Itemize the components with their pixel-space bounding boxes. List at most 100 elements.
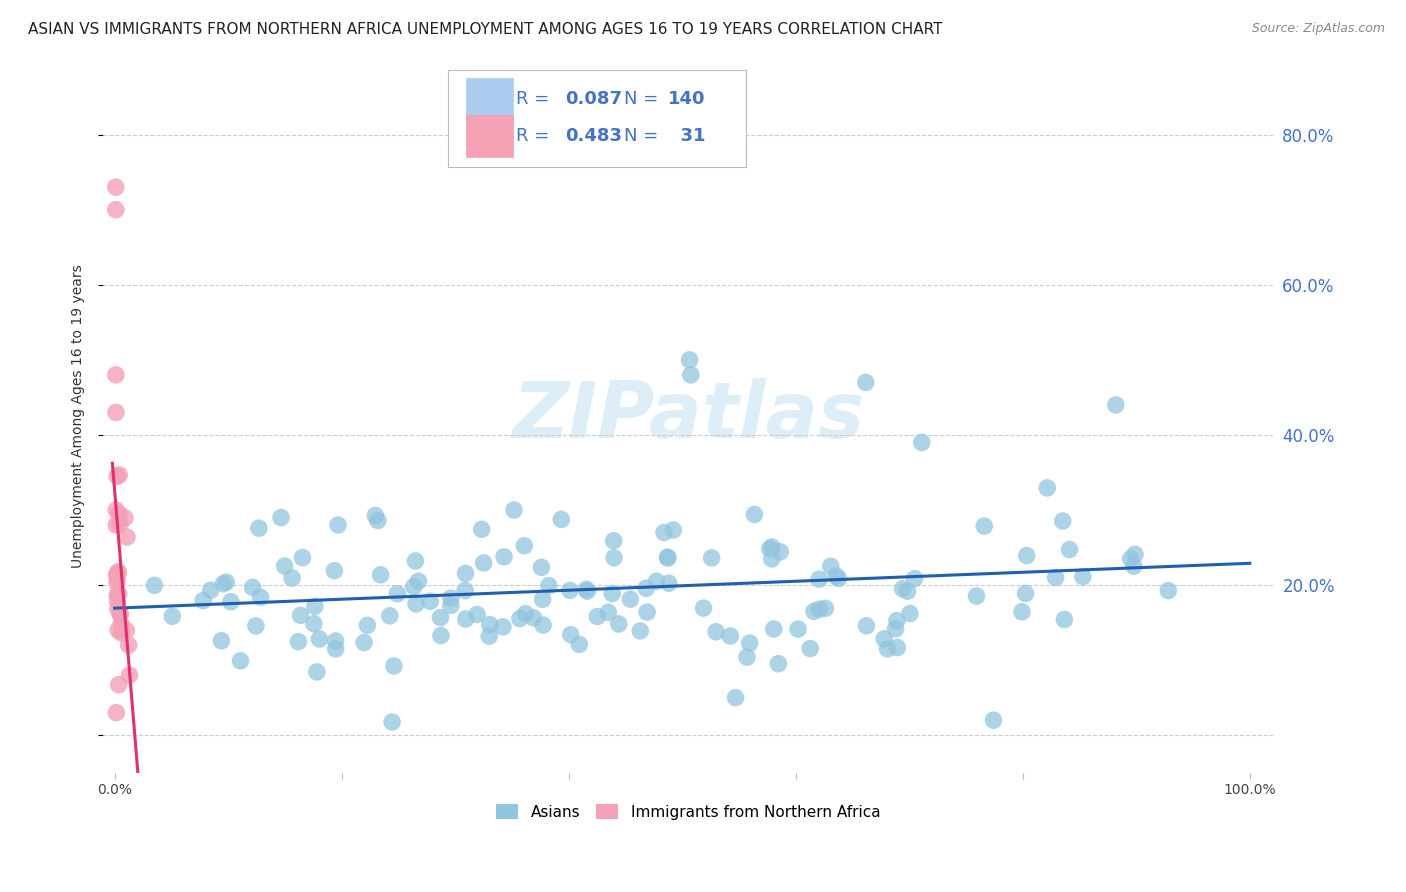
Point <box>465 607 488 622</box>
Point <box>419 594 441 608</box>
Point <box>114 511 136 525</box>
Point <box>325 634 347 648</box>
Point <box>247 521 270 535</box>
Point <box>704 624 727 639</box>
Text: 0.483: 0.483 <box>565 127 621 145</box>
Point <box>105 405 128 419</box>
Point <box>603 533 626 548</box>
Point <box>700 550 723 565</box>
Point <box>891 582 914 596</box>
Point <box>430 629 453 643</box>
Point <box>108 586 131 600</box>
Point <box>886 640 908 655</box>
Point <box>531 618 554 632</box>
Point <box>876 641 898 656</box>
Point <box>744 508 766 522</box>
Point <box>108 517 131 532</box>
Text: ASIAN VS IMMIGRANTS FROM NORTHERN AFRICA UNEMPLOYMENT AMONG AGES 16 TO 19 YEARS : ASIAN VS IMMIGRANTS FROM NORTHERN AFRICA… <box>28 22 942 37</box>
Point <box>405 597 427 611</box>
FancyBboxPatch shape <box>465 78 513 120</box>
Point <box>105 503 128 517</box>
Point <box>1014 586 1036 600</box>
Point <box>768 657 790 671</box>
Point <box>382 659 405 673</box>
Point <box>402 580 425 594</box>
Point <box>287 634 309 648</box>
Point <box>873 632 896 646</box>
Point <box>110 607 132 621</box>
Point <box>820 559 842 574</box>
Point <box>558 583 581 598</box>
FancyBboxPatch shape <box>465 115 513 157</box>
Text: Source: ZipAtlas.com: Source: ZipAtlas.com <box>1251 22 1385 36</box>
Point <box>628 624 651 638</box>
Point <box>1071 569 1094 583</box>
Point <box>537 579 560 593</box>
Point <box>105 576 128 591</box>
Point <box>308 632 330 646</box>
Point <box>576 584 599 599</box>
Point <box>738 636 761 650</box>
Point <box>440 599 463 613</box>
Point <box>855 619 877 633</box>
Legend: Asians, Immigrants from Northern Africa: Asians, Immigrants from Northern Africa <box>489 797 886 826</box>
Point <box>367 514 389 528</box>
Point <box>896 584 918 599</box>
Point <box>104 368 127 382</box>
Point <box>530 560 553 574</box>
Point <box>799 641 821 656</box>
Point <box>636 605 658 619</box>
Point <box>586 609 609 624</box>
Point <box>973 519 995 533</box>
Text: N =: N = <box>624 127 664 145</box>
Point <box>356 618 378 632</box>
Point <box>219 595 242 609</box>
Text: 0.087: 0.087 <box>565 90 621 108</box>
Point <box>115 624 138 638</box>
Point <box>787 622 810 636</box>
Point <box>724 690 747 705</box>
Point <box>679 368 702 382</box>
Point <box>143 578 166 592</box>
Point <box>323 564 346 578</box>
Text: N =: N = <box>624 90 664 108</box>
Point <box>692 601 714 615</box>
Point <box>1053 613 1076 627</box>
Point <box>290 608 312 623</box>
Point <box>381 714 404 729</box>
Point <box>115 530 138 544</box>
FancyBboxPatch shape <box>449 70 747 167</box>
Point <box>855 376 877 390</box>
Point <box>522 611 544 625</box>
Point <box>429 610 451 624</box>
Point <box>454 612 477 626</box>
Point <box>273 559 295 574</box>
Point <box>619 592 641 607</box>
Text: 140: 140 <box>668 90 706 108</box>
Point <box>827 572 849 586</box>
Point <box>1015 549 1038 563</box>
Point <box>494 549 516 564</box>
Point <box>657 550 679 565</box>
Point <box>808 572 831 586</box>
Point <box>515 607 537 621</box>
Point <box>568 637 591 651</box>
Point <box>478 629 501 643</box>
Point <box>803 604 825 618</box>
Point <box>200 583 222 598</box>
Point <box>550 512 572 526</box>
Point <box>814 601 837 615</box>
Point <box>1105 398 1128 412</box>
Point <box>191 593 214 607</box>
Point <box>249 591 271 605</box>
Point <box>662 523 685 537</box>
Point <box>903 572 925 586</box>
Point <box>983 713 1005 727</box>
Point <box>735 650 758 665</box>
Point <box>107 566 129 581</box>
Point <box>761 540 783 554</box>
Point <box>1045 570 1067 584</box>
Point <box>825 569 848 583</box>
Point <box>105 588 128 602</box>
Point <box>560 628 582 642</box>
